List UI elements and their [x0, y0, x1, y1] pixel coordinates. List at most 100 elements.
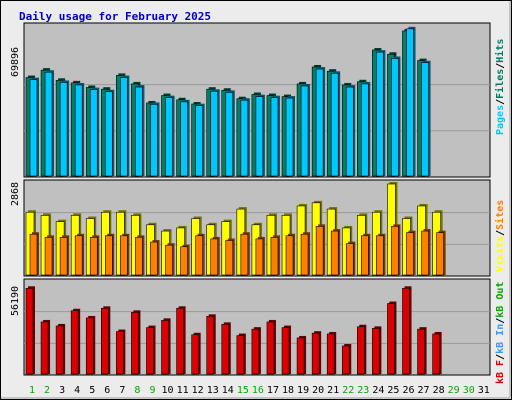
- sites-bar-day-25: [391, 224, 401, 276]
- files-bar-day-13: [210, 89, 220, 177]
- legend-entry: Visits: [494, 236, 506, 272]
- files-bar-day-19: [300, 84, 311, 177]
- legend-entry: /: [495, 99, 506, 105]
- day-label-11: 11: [177, 385, 189, 396]
- svg-text:kB F/kB In/kB Out: kB F/kB In/kB Out: [495, 282, 506, 384]
- sites-bar-day-22: [345, 241, 356, 276]
- files-bar-day-14: [225, 90, 235, 177]
- kbf-bar-day-11: [176, 306, 186, 375]
- day-label-24: 24: [372, 385, 384, 396]
- day-label-20: 20: [312, 385, 324, 396]
- day-label-25: 25: [387, 385, 399, 396]
- kbf-bar-day-2: [40, 319, 51, 375]
- legend-entry: Pages: [495, 105, 506, 135]
- legend-entry: kB Out: [495, 282, 506, 318]
- kbytes-legend: kB F/kB In/kB Out: [495, 282, 506, 384]
- day-label-13: 13: [207, 385, 219, 396]
- kbf-bar-day-7: [116, 329, 126, 375]
- kbf-bar-day-19: [296, 335, 307, 375]
- day-label-5: 5: [89, 385, 95, 396]
- hits-legend: Pages/Files/Hits: [494, 39, 506, 135]
- sites-bar-day-9: [150, 240, 160, 276]
- sites-bar-day-12: [195, 233, 205, 276]
- kbf-bar-day-15: [236, 333, 246, 375]
- day-label-3: 3: [59, 385, 65, 396]
- sites-bar-day-27: [421, 229, 431, 276]
- kbf-bar-day-18: [281, 325, 292, 375]
- sites-bar-day-7: [120, 233, 130, 276]
- legend-entry: kB In: [495, 324, 506, 354]
- files-bar-day-11: [180, 99, 190, 177]
- svg-text:Visits/Sites: Visits/Sites: [494, 200, 506, 272]
- sites-bar-day-24: [376, 233, 386, 276]
- sites-bar-day-11: [180, 244, 190, 276]
- sites-bar-day-18: [285, 233, 296, 276]
- day-label-16: 16: [252, 385, 264, 396]
- day-label-14: 14: [222, 385, 234, 396]
- day-label-26: 26: [402, 385, 414, 396]
- day-label-19: 19: [297, 385, 309, 396]
- sites-bar-day-13: [210, 236, 220, 276]
- svg-text:Pages/Files/Hits: Pages/Files/Hits: [494, 39, 506, 135]
- files-bar-day-7: [120, 75, 130, 177]
- day-label-18: 18: [282, 385, 294, 396]
- files-bar-day-27: [421, 60, 431, 177]
- sites-bar-day-19: [300, 232, 311, 276]
- sites-bar-day-8: [135, 235, 145, 276]
- files-bar-day-25: [391, 56, 401, 177]
- files-bar-day-21: [330, 71, 341, 177]
- day-label-7: 7: [119, 385, 125, 396]
- kbf-bar-day-25: [387, 301, 397, 375]
- visits-ymax-label: 2868: [10, 182, 21, 206]
- kbf-bar-day-4: [70, 308, 81, 375]
- files-bar-day-4: [74, 82, 85, 177]
- kbf-bar-day-28: [432, 331, 442, 375]
- files-bar-day-26: [406, 26, 416, 177]
- day-label-29: 29: [448, 385, 460, 396]
- legend-entry: /: [495, 230, 506, 236]
- sites-bar-day-15: [240, 232, 250, 276]
- files-bar-day-3: [59, 80, 70, 177]
- sites-bar-day-5: [89, 235, 100, 276]
- files-bar-day-5: [89, 87, 100, 177]
- sites-bar-day-21: [330, 229, 341, 276]
- files-bar-day-9: [150, 102, 160, 177]
- day-label-30: 30: [463, 385, 475, 396]
- sites-bar-day-17: [270, 235, 280, 276]
- day-label-28: 28: [433, 385, 445, 396]
- kbf-bar-day-21: [326, 331, 337, 375]
- sites-bar-day-10: [165, 243, 175, 276]
- files-bar-day-8: [135, 85, 145, 177]
- visits-panel: [23, 179, 491, 277]
- sites-bar-day-26: [406, 230, 416, 276]
- files-bar-day-24: [376, 50, 386, 177]
- day-label-21: 21: [327, 385, 339, 396]
- kbf-bar-day-20: [311, 331, 322, 375]
- files-bar-day-6: [105, 89, 115, 177]
- hits-ymax-label: 69896: [10, 47, 21, 77]
- kbf-bar-day-27: [417, 327, 427, 375]
- kbf-bar-day-8: [131, 310, 141, 375]
- legend-entry: /: [495, 318, 506, 324]
- legend-entry: Hits: [494, 39, 506, 63]
- files-bar-day-23: [361, 81, 371, 177]
- day-label-8: 8: [134, 385, 140, 396]
- sites-bar-day-2: [44, 235, 55, 276]
- sites-bar-day-28: [436, 230, 446, 276]
- day-label-2: 2: [44, 385, 50, 396]
- files-bar-day-10: [165, 95, 175, 177]
- sites-bar-day-23: [361, 233, 371, 276]
- legend-entry: /: [495, 63, 506, 69]
- legend-entry: /: [495, 354, 506, 360]
- day-label-17: 17: [267, 385, 279, 396]
- hits-panel: [23, 22, 491, 178]
- day-label-15: 15: [237, 385, 249, 396]
- kbf-bar-day-14: [221, 322, 231, 375]
- sites-bar-day-4: [74, 233, 85, 276]
- kbf-bar-day-6: [101, 306, 111, 375]
- kbf-bar-day-3: [55, 323, 66, 375]
- kbf-bar-day-22: [341, 343, 352, 375]
- day-label-22: 22: [342, 385, 354, 396]
- day-labels: 1 2 3 4 5 6 7 8 9 10 11 12 13 14 15 16 17 18 19 20 21 22 23 24 2…: [29, 385, 490, 396]
